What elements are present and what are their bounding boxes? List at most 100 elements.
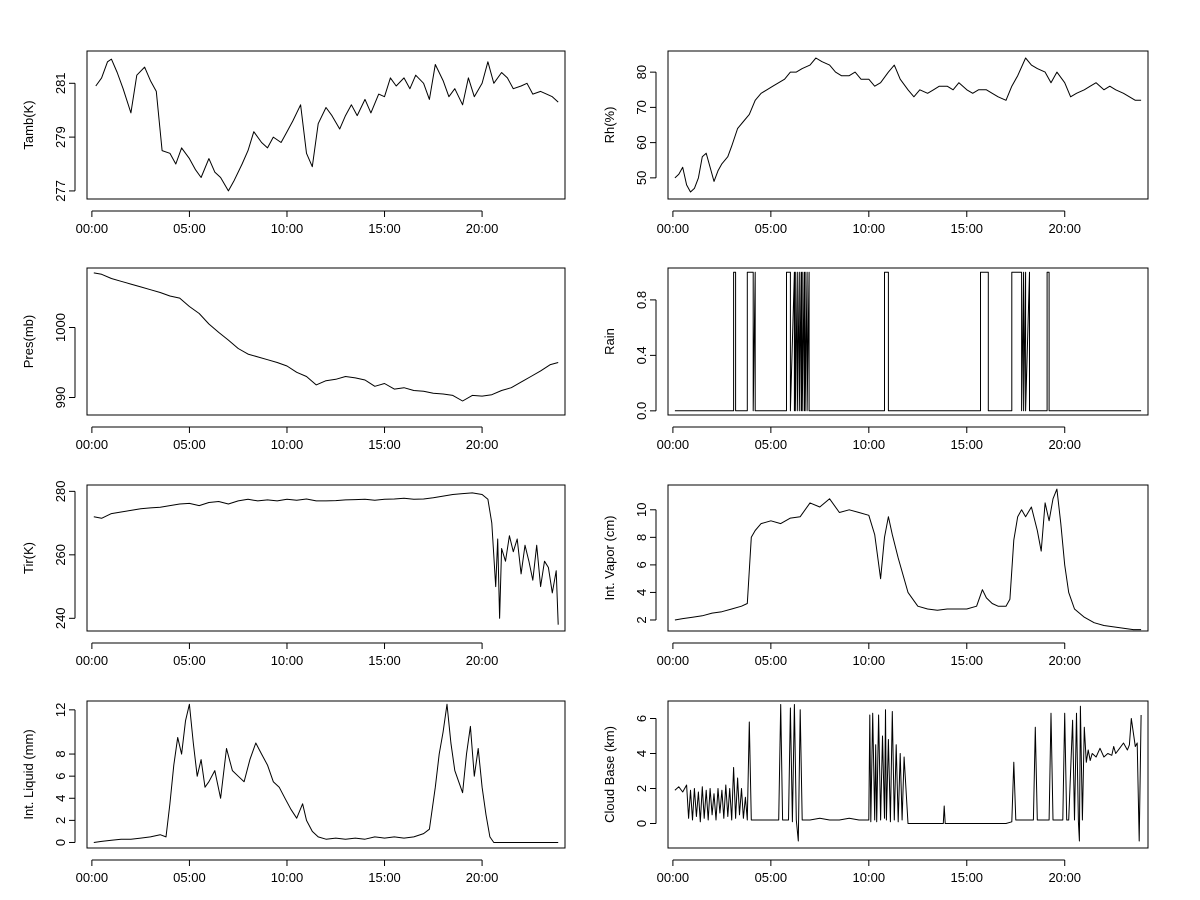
x-tick-label: 20:00 [466,437,499,452]
series-line [674,704,1142,842]
y-tick-label: 6 [634,715,649,722]
panel-5: 00:00 05:00 10:00 15:00 20:00 240 260 280 Tir(K) [21,480,566,668]
panel-8: 00:00 05:00 10:00 15:00 20:00 0 2 4 6 Cloud Base … [602,700,1149,885]
y-tick-label: 990 [53,387,68,409]
x-tick-label: 10:00 [271,221,304,236]
y-tick-label: 8 [53,750,68,757]
plot-frame [86,700,566,849]
panel-4: 00:00 05:00 10:00 15:00 20:00 0.0 0.4 0.8 Rain [602,267,1149,452]
plot-frame [86,267,566,416]
y-axis-label: Int. Liquid (mm) [21,729,36,819]
y-tick-label: 6 [634,561,649,568]
x-tick-label: 00:00 [76,437,109,452]
x-tick-label: 20:00 [466,870,499,885]
y-tick-label: 260 [53,544,68,566]
y-axis-label: Tamb(K) [21,100,36,149]
y-tick-label: 0.8 [634,291,649,309]
y-tick-label: 50 [634,171,649,185]
y-axis-label: Tir(K) [21,542,36,574]
x-tick-label: 00:00 [76,221,109,236]
y-tick-label: 0 [53,839,68,846]
y-tick-label: 60 [634,135,649,149]
panel-1: 00:00 05:00 10:00 15:00 20:00 277 279 281 Tamb(K… [21,50,566,236]
series-line [95,58,559,192]
x-tick-label: 15:00 [951,653,984,668]
x-tick-label: 20:00 [466,221,499,236]
y-axis-label: Rh(%) [602,107,617,144]
y-tick-label: 70 [634,100,649,114]
x-tick-label: 05:00 [755,221,788,236]
plot-frame [667,700,1149,849]
x-tick-label: 00:00 [657,221,690,236]
panel-6: 00:00 05:00 10:00 15:00 20:00 2 4 6 8 10 Int. Vapo… [602,484,1149,668]
x-tick-label: 05:00 [173,653,206,668]
x-tick-label: 15:00 [951,221,984,236]
series-line [674,271,1142,412]
x-tick-label: 10:00 [853,870,886,885]
x-tick-label: 05:00 [173,221,206,236]
x-tick-label: 15:00 [368,870,401,885]
y-tick-label: 279 [53,126,68,148]
x-tick-label: 15:00 [368,437,401,452]
y-tick-label: 10 [634,503,649,517]
y-tick-label: 240 [53,607,68,629]
panel-3: 00:00 05:00 10:00 15:00 20:00 990 1000 Pres(mb) [21,267,566,452]
series-line [93,272,559,402]
y-axis-label: Pres(mb) [21,315,36,368]
y-tick-label: 2 [634,616,649,623]
plot-frame [86,484,566,632]
y-axis-label: Int. Vapor (cm) [602,515,617,600]
x-tick-label: 05:00 [173,437,206,452]
x-tick-label: 05:00 [755,437,788,452]
plot-frame [86,50,566,200]
x-tick-label: 20:00 [1048,221,1081,236]
x-tick-label: 20:00 [1048,437,1081,452]
panel-7: 00:00 05:00 10:00 15:00 20:00 0 2 4 6 8 12 Int. Liq… [21,700,566,885]
x-tick-label: 20:00 [466,653,499,668]
x-tick-label: 10:00 [271,653,304,668]
plot-frame [667,484,1149,632]
series-line [674,488,1142,631]
series-line [674,57,1142,193]
x-tick-label: 20:00 [1048,870,1081,885]
y-tick-label: 80 [634,65,649,79]
series-line [93,703,559,843]
y-axis-label: Cloud Base (km) [602,726,617,823]
x-tick-label: 15:00 [951,437,984,452]
panel-2: 00:00 05:00 10:00 15:00 20:00 50 60 70 80 Rh(%) [602,50,1149,236]
x-tick-label: 20:00 [1048,653,1081,668]
y-tick-label: 2 [634,785,649,792]
y-tick-label: 280 [53,480,68,502]
x-tick-label: 10:00 [271,437,304,452]
x-tick-label: 05:00 [755,870,788,885]
x-tick-label: 15:00 [951,870,984,885]
plot-frame [667,50,1149,200]
y-tick-label: 6 [53,773,68,780]
y-tick-label: 1000 [53,313,68,342]
x-tick-label: 05:00 [755,653,788,668]
y-tick-label: 0.4 [634,346,649,364]
x-tick-label: 05:00 [173,870,206,885]
x-tick-label: 00:00 [657,653,690,668]
x-tick-label: 15:00 [368,653,401,668]
x-tick-label: 00:00 [76,653,109,668]
y-tick-label: 277 [53,180,68,202]
x-tick-label: 10:00 [853,437,886,452]
x-tick-label: 10:00 [853,653,886,668]
x-tick-label: 00:00 [76,870,109,885]
y-tick-label: 4 [53,795,68,802]
y-tick-label: 12 [53,703,68,717]
y-tick-label: 8 [634,534,649,541]
y-tick-label: 0.0 [634,402,649,420]
x-tick-label: 00:00 [657,437,690,452]
y-tick-label: 2 [53,817,68,824]
y-tick-label: 4 [634,589,649,596]
y-tick-label: 4 [634,750,649,757]
x-tick-label: 10:00 [271,870,304,885]
series-line [93,492,559,625]
y-tick-label: 281 [53,72,68,94]
x-tick-label: 15:00 [368,221,401,236]
y-tick-label: 0 [634,820,649,827]
